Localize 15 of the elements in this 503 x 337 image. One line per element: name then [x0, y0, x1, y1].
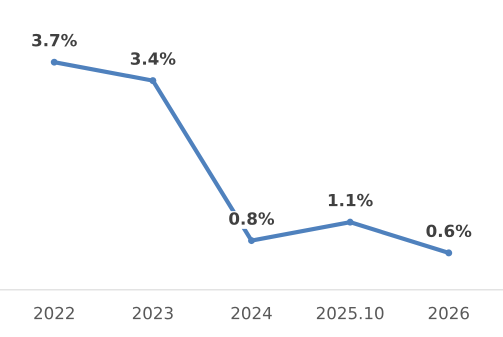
data-label: 3.4%: [130, 52, 176, 65]
point: [445, 249, 452, 256]
point: [248, 237, 255, 244]
point: [50, 58, 58, 66]
data-label: 1.1%: [328, 194, 373, 206]
point: [346, 218, 354, 226]
data-label: 3.7%: [32, 34, 77, 46]
x-tick-label: 2025.10: [316, 306, 384, 320]
data-label: 0.8%: [229, 212, 274, 225]
x-tick-label: 2022: [34, 306, 74, 320]
data-label: 0.6%: [426, 224, 472, 238]
x-tick-label: 2026: [428, 306, 469, 320]
point: [149, 77, 156, 84]
x-tick-label: 2023: [132, 306, 173, 320]
x-tick-label: 2024: [232, 306, 272, 320]
